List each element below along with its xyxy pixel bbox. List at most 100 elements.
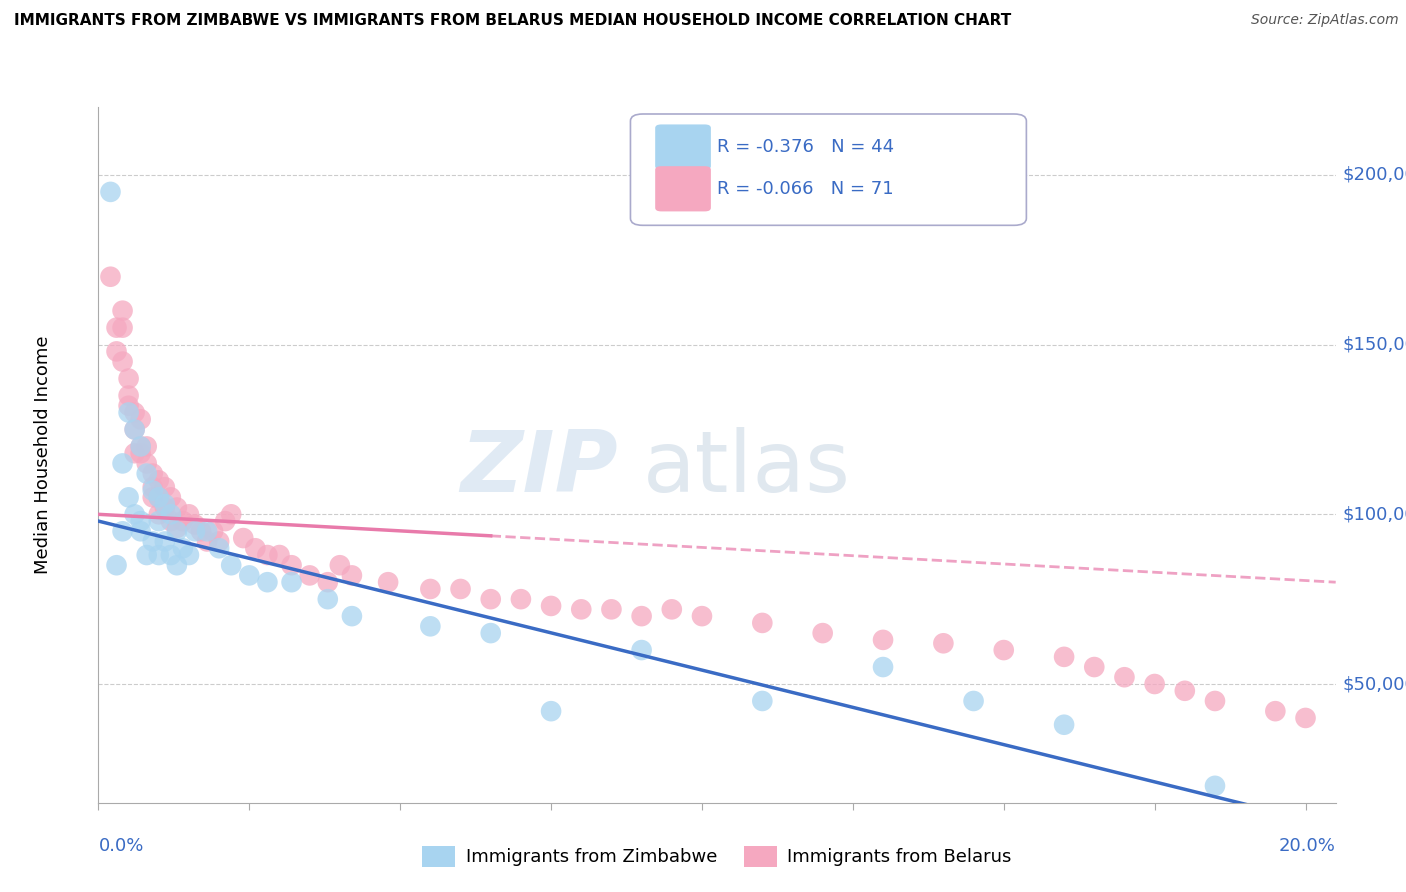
Point [129,439,152,453]
Point [124,422,146,436]
Point [661,602,683,616]
Point [160,491,183,505]
Point [124,446,146,460]
Point [993,643,1015,657]
Point [219,508,242,522]
Point [153,534,176,549]
Point [105,558,128,573]
Point [751,694,773,708]
Point [600,602,623,616]
Point [111,524,134,539]
Point [135,548,157,562]
Point [256,548,278,562]
Text: $100,000: $100,000 [1343,505,1406,524]
Point [117,405,139,419]
Point [129,446,152,460]
Point [540,704,562,718]
Point [450,582,472,596]
Point [124,422,146,436]
Point [569,602,592,616]
Text: Source: ZipAtlas.com: Source: ZipAtlas.com [1251,13,1399,28]
Point [124,508,146,522]
Point [1143,677,1166,691]
Point [100,185,122,199]
Point [811,626,834,640]
Point [148,491,170,505]
Legend: Immigrants from Zimbabwe, Immigrants from Belarus: Immigrants from Zimbabwe, Immigrants fro… [415,838,1019,874]
Point [1053,717,1076,731]
Point [166,500,188,515]
Point [129,524,152,539]
Point [1204,779,1226,793]
Point [184,517,207,532]
Point [153,480,176,494]
Point [1264,704,1286,718]
Point [129,439,152,453]
Point [630,643,652,657]
Point [269,548,291,562]
Point [111,320,134,334]
Point [219,558,242,573]
Text: 0.0%: 0.0% [98,837,143,855]
Point [195,524,218,539]
Text: 20.0%: 20.0% [1279,837,1336,855]
Text: ZIP: ZIP [460,427,619,510]
Point [1083,660,1105,674]
Point [509,592,531,607]
Point [177,508,200,522]
Point [111,354,134,368]
Point [377,575,399,590]
FancyBboxPatch shape [655,166,711,211]
Point [340,609,363,624]
Text: atlas: atlas [643,427,851,510]
Text: Median Household Income: Median Household Income [34,335,52,574]
Point [100,269,122,284]
Point [135,439,157,453]
Point [166,521,188,535]
Point [208,534,231,549]
Point [184,524,207,539]
Point [316,592,339,607]
Point [419,619,441,633]
Point [160,514,183,528]
Point [153,500,176,515]
Point [751,615,773,630]
Point [872,660,894,674]
Point [280,575,302,590]
Point [148,474,170,488]
Point [419,582,441,596]
Text: $150,000: $150,000 [1343,335,1406,353]
Point [208,541,231,556]
Point [142,467,165,481]
Point [129,412,152,426]
Point [872,632,894,647]
Point [111,303,134,318]
Point [117,491,139,505]
Point [142,480,165,494]
Point [245,541,267,556]
Point [232,531,254,545]
Point [105,344,128,359]
Point [166,558,188,573]
FancyBboxPatch shape [630,114,1026,226]
Point [148,514,170,528]
Point [142,483,165,498]
FancyBboxPatch shape [655,124,711,169]
Point [117,399,139,413]
Point [129,514,152,528]
Point [160,508,183,522]
Point [690,609,713,624]
Point [117,388,139,402]
Point [962,694,984,708]
Text: R = -0.376   N = 44: R = -0.376 N = 44 [717,138,894,156]
Point [190,524,212,539]
Point [540,599,562,613]
Point [172,514,194,528]
Point [177,548,200,562]
Text: $50,000: $50,000 [1343,675,1406,693]
Point [479,592,502,607]
Point [316,575,339,590]
Point [160,548,183,562]
Point [142,491,165,505]
Point [1295,711,1317,725]
